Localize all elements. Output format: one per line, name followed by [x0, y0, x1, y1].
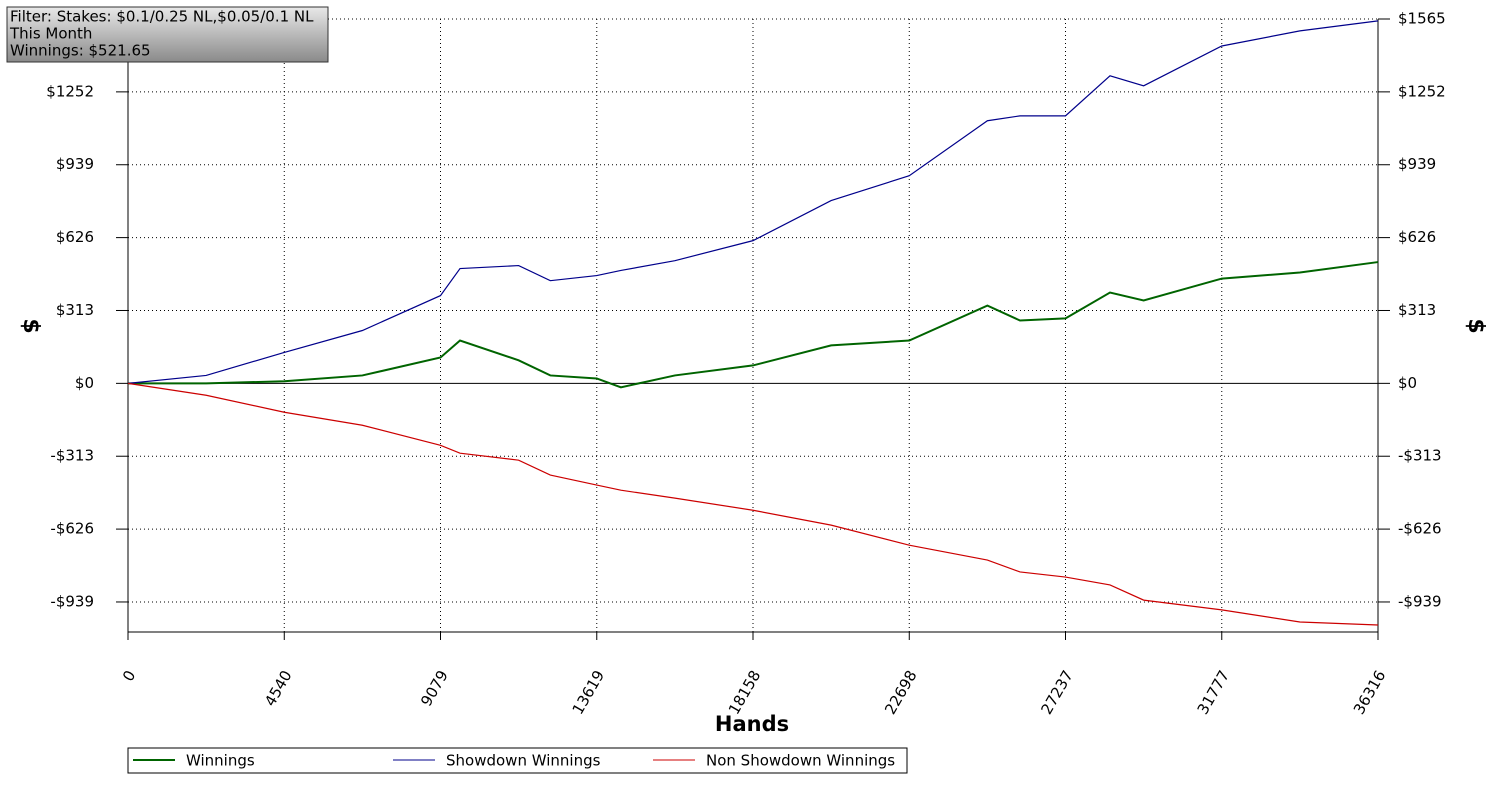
legend-label: Showdown Winnings [446, 752, 601, 770]
y2-tick-label: -$626 [1398, 520, 1442, 538]
y-tick-label: $0 [75, 374, 94, 392]
y2-tick-label: $1565 [1398, 10, 1446, 28]
x-tick-label: 36316 [1350, 667, 1389, 717]
legend [127, 747, 908, 774]
y2-tick-label: -$939 [1398, 592, 1442, 610]
y2-tick-label: -$313 [1398, 447, 1442, 465]
filter-text: Winnings: $521.65 [10, 42, 151, 60]
y2-tick-label: $1252 [1398, 82, 1446, 100]
y2-tick-label: $313 [1398, 301, 1436, 319]
series-line [127, 20, 1379, 384]
series-line [127, 382, 1379, 626]
x-tick-label: 9079 [417, 667, 452, 709]
legend-label: Winnings [186, 752, 255, 770]
y2-tick-label: $0 [1398, 374, 1417, 392]
y-axis-label: $ [18, 318, 43, 333]
filter-text: Filter: Stakes: $0.1/0.25 NL,$0.05/0.1 N… [10, 8, 314, 26]
y2-axis-label: $ [1463, 318, 1488, 333]
y-tick-label: $626 [56, 228, 94, 246]
x-tick-label: 27237 [1037, 667, 1076, 717]
filter-box [6, 6, 329, 63]
series-line [128, 261, 1379, 389]
filter-text: This Month [9, 25, 92, 43]
y2-tick-label: $626 [1398, 228, 1436, 246]
x-tick-label: 31777 [1194, 667, 1233, 717]
y2-tick-label: $939 [1398, 155, 1436, 173]
y-tick-label: -$313 [50, 447, 94, 465]
y-tick-label: -$626 [50, 520, 94, 538]
y-tick-label: $313 [56, 301, 94, 319]
x-axis-label: Hands [715, 712, 789, 736]
legend-label: Non Showdown Winnings [706, 752, 895, 770]
x-tick-label: 4540 [261, 667, 296, 709]
x-tick-label: 18158 [725, 667, 764, 717]
y-tick-label: $939 [56, 155, 94, 173]
y-tick-label: -$939 [50, 592, 94, 610]
y-tick-label: $1252 [46, 82, 94, 100]
x-tick-label: 0 [119, 667, 139, 684]
x-tick-label: 22698 [881, 667, 920, 717]
x-tick-label: 13619 [569, 667, 608, 717]
